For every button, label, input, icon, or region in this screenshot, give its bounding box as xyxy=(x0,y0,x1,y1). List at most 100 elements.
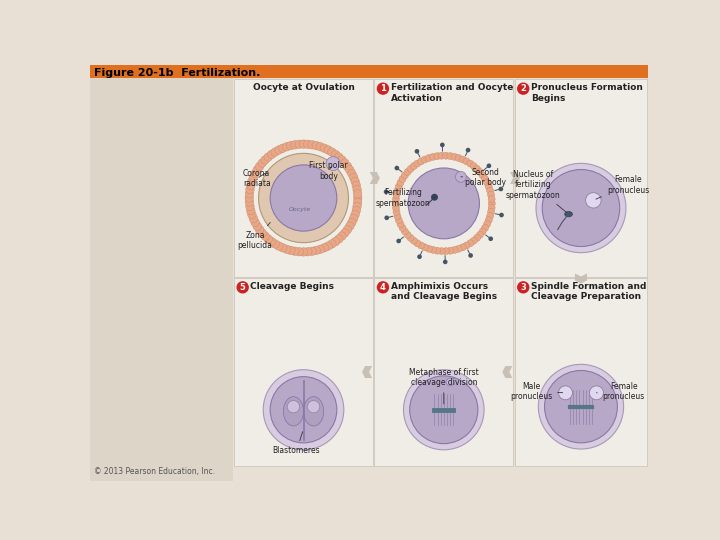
Circle shape xyxy=(328,148,336,156)
Circle shape xyxy=(443,260,448,264)
Circle shape xyxy=(348,218,356,227)
Circle shape xyxy=(348,170,356,178)
Circle shape xyxy=(320,244,328,252)
Circle shape xyxy=(488,237,493,241)
Circle shape xyxy=(434,153,441,159)
Polygon shape xyxy=(503,366,513,378)
Circle shape xyxy=(470,163,477,170)
Circle shape xyxy=(251,218,259,227)
Circle shape xyxy=(267,238,276,246)
Circle shape xyxy=(488,195,495,202)
Circle shape xyxy=(346,222,354,231)
Circle shape xyxy=(384,190,388,194)
Circle shape xyxy=(326,157,340,171)
Ellipse shape xyxy=(304,397,324,426)
Circle shape xyxy=(407,165,414,172)
Circle shape xyxy=(455,154,462,161)
Circle shape xyxy=(440,143,445,147)
Circle shape xyxy=(264,235,273,243)
Circle shape xyxy=(488,200,495,207)
Circle shape xyxy=(287,401,300,413)
Circle shape xyxy=(343,162,351,171)
Circle shape xyxy=(467,240,474,247)
Circle shape xyxy=(248,211,256,219)
Polygon shape xyxy=(510,172,520,184)
Circle shape xyxy=(304,247,312,256)
Circle shape xyxy=(338,156,346,164)
Circle shape xyxy=(463,158,470,165)
Circle shape xyxy=(404,168,411,176)
Circle shape xyxy=(384,215,389,220)
Circle shape xyxy=(477,231,483,238)
Bar xyxy=(374,79,513,276)
Circle shape xyxy=(351,211,359,219)
Text: Cleavage Begins: Cleavage Begins xyxy=(251,282,334,291)
Ellipse shape xyxy=(284,397,304,426)
Circle shape xyxy=(316,245,325,253)
Circle shape xyxy=(410,237,418,244)
Circle shape xyxy=(470,237,477,244)
Circle shape xyxy=(270,377,337,443)
Bar xyxy=(233,78,648,481)
Circle shape xyxy=(410,376,478,444)
Circle shape xyxy=(426,245,433,252)
Circle shape xyxy=(517,281,529,294)
Circle shape xyxy=(418,242,425,249)
Circle shape xyxy=(291,247,300,255)
Circle shape xyxy=(434,247,441,254)
Circle shape xyxy=(488,204,495,211)
Circle shape xyxy=(404,231,411,238)
Text: Pronucleus Formation
Begins: Pronucleus Formation Begins xyxy=(531,83,643,103)
Circle shape xyxy=(418,158,425,165)
Circle shape xyxy=(307,140,316,149)
Circle shape xyxy=(484,221,490,227)
Circle shape xyxy=(438,248,445,254)
Circle shape xyxy=(354,194,362,202)
Circle shape xyxy=(274,146,283,154)
Circle shape xyxy=(377,83,389,95)
Text: © 2013 Pearson Education, Inc.: © 2013 Pearson Education, Inc. xyxy=(94,467,215,476)
Circle shape xyxy=(300,140,307,149)
Circle shape xyxy=(467,160,474,167)
Circle shape xyxy=(415,149,419,153)
Text: Oocyte at Ovulation: Oocyte at Ovulation xyxy=(253,83,354,92)
Circle shape xyxy=(474,165,480,172)
Circle shape xyxy=(431,194,438,201)
Circle shape xyxy=(393,191,400,198)
Text: 4: 4 xyxy=(380,283,386,292)
Text: Blastomeres: Blastomeres xyxy=(273,431,320,455)
Circle shape xyxy=(246,206,255,215)
Circle shape xyxy=(590,386,603,400)
Circle shape xyxy=(352,181,361,190)
Circle shape xyxy=(261,156,269,164)
Circle shape xyxy=(346,166,354,174)
Text: Female
pronucleus: Female pronucleus xyxy=(596,175,649,199)
Text: Fertilization and Oocyte
Activation: Fertilization and Oocyte Activation xyxy=(391,83,513,103)
Circle shape xyxy=(395,217,402,224)
Circle shape xyxy=(451,153,458,160)
Circle shape xyxy=(307,401,320,413)
Circle shape xyxy=(246,185,254,194)
Polygon shape xyxy=(362,366,372,378)
Circle shape xyxy=(466,148,470,152)
Circle shape xyxy=(426,154,433,161)
Circle shape xyxy=(324,146,333,154)
Circle shape xyxy=(349,173,358,181)
Circle shape xyxy=(256,162,264,171)
Circle shape xyxy=(264,153,273,161)
Bar xyxy=(234,79,373,276)
Circle shape xyxy=(287,141,295,150)
Circle shape xyxy=(446,378,454,386)
Circle shape xyxy=(353,185,361,194)
Circle shape xyxy=(261,232,269,240)
Circle shape xyxy=(399,176,406,183)
Text: Male
pronucleus: Male pronucleus xyxy=(510,382,563,401)
Circle shape xyxy=(392,200,399,207)
Circle shape xyxy=(463,242,470,249)
Text: Figure 20-1b  Fertilization.: Figure 20-1b Fertilization. xyxy=(94,68,260,78)
Circle shape xyxy=(421,156,428,163)
Circle shape xyxy=(279,244,287,252)
Circle shape xyxy=(456,171,467,182)
Circle shape xyxy=(316,143,325,151)
Circle shape xyxy=(253,166,261,174)
